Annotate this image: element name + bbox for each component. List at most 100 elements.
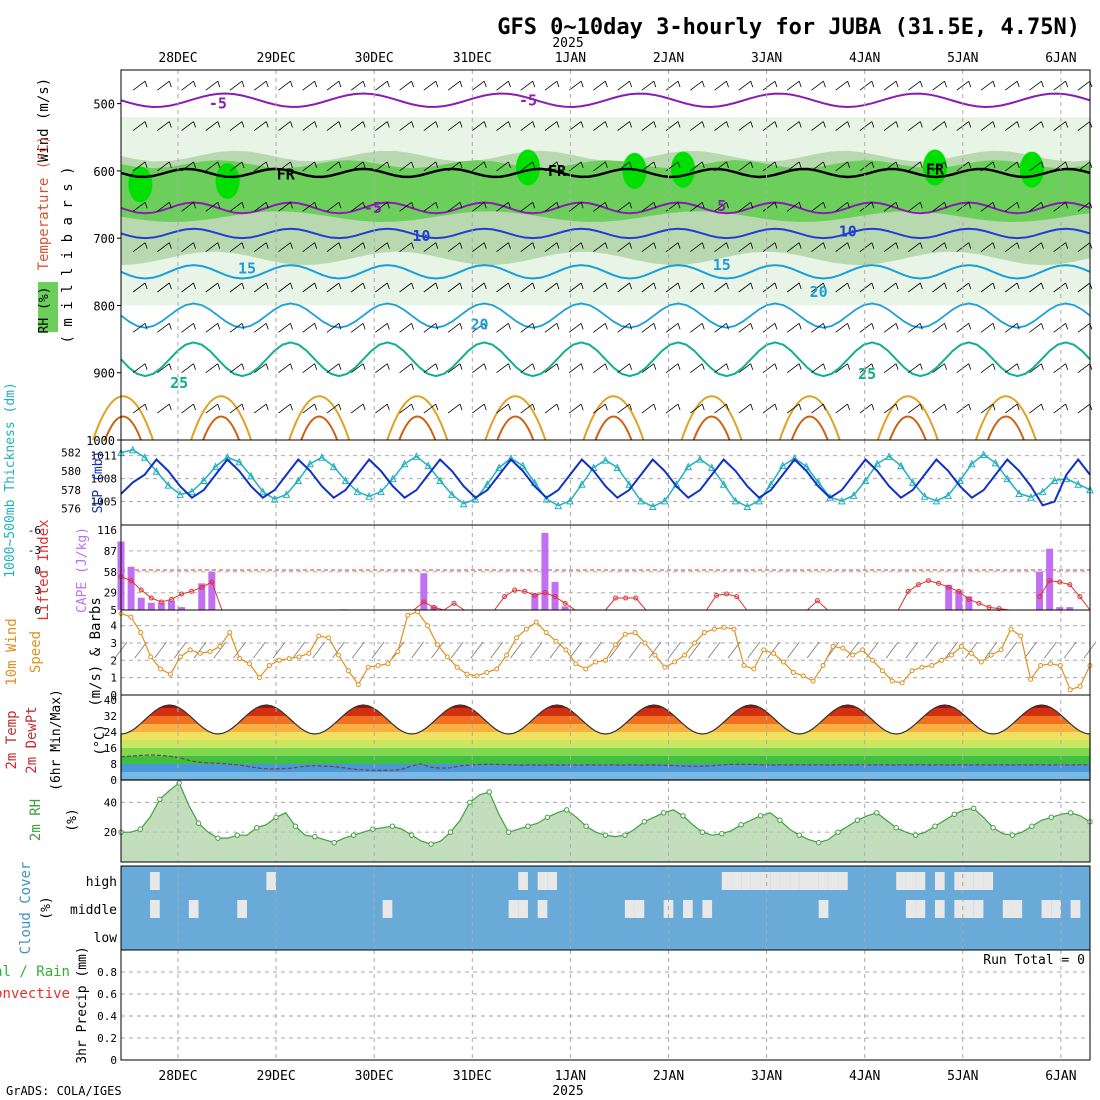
cape-bar xyxy=(1046,548,1054,610)
wind-barb xyxy=(859,80,873,91)
wind-legend: Wind (m/s) xyxy=(36,78,52,162)
wind-barb xyxy=(714,323,727,333)
wind-speed-point xyxy=(840,645,846,651)
wind-barb-flag xyxy=(338,403,342,411)
chart-panels: 28DEC 28DEC 29DEC 29DEC 30DEC 30DEC 31DEC 31DEC… xyxy=(0,51,1097,1084)
cape-bar xyxy=(955,590,963,610)
wind-axis-label: 10m Wind xyxy=(4,618,20,685)
wind-speed-point xyxy=(474,673,480,679)
wind-barb-flag xyxy=(629,81,632,88)
wind-barb-flag xyxy=(290,282,293,290)
wind-barb-flag xyxy=(677,161,681,169)
day-label-bottom: 1JAN xyxy=(555,1069,586,1084)
wind-barb-flag xyxy=(580,81,584,88)
wind-barb-flag xyxy=(168,161,172,169)
wind-barb-flag xyxy=(338,161,342,169)
wind-barb xyxy=(326,80,340,91)
thickness-point xyxy=(778,461,787,470)
thickness-point xyxy=(660,496,669,505)
wind-barb xyxy=(1029,121,1042,131)
rh-point xyxy=(1048,814,1054,820)
isotherm-35-cell xyxy=(594,415,633,441)
lifted-index-point xyxy=(189,588,195,594)
rh-frame xyxy=(120,779,1091,863)
thickness-point xyxy=(637,496,645,505)
cape-bar xyxy=(430,606,438,610)
wind-speed-point xyxy=(543,630,549,636)
wind-barb xyxy=(1053,363,1066,374)
wind-barb-flag xyxy=(532,282,536,290)
wind-speed-point xyxy=(434,642,440,648)
wind-barb xyxy=(375,323,388,333)
lifted-index-point xyxy=(714,592,720,598)
cape-bar xyxy=(178,607,186,610)
wind-barb-flag xyxy=(532,81,536,88)
wind-barb xyxy=(326,201,340,212)
wind-barb-flag xyxy=(1016,161,1020,169)
thickness-point xyxy=(979,450,988,458)
wind-barb-flag xyxy=(314,161,318,169)
pressure-tick: 900 xyxy=(93,367,115,381)
lifted-index-point xyxy=(1077,594,1083,600)
wind-speed-point xyxy=(780,659,786,665)
wind-barb xyxy=(278,323,291,333)
wind-barb-flag xyxy=(580,121,584,128)
isotherm-30-cell xyxy=(484,395,547,441)
wind-barb-flag xyxy=(629,363,632,370)
wind-barb-flag xyxy=(605,202,608,209)
li-tick: -3 xyxy=(28,544,41,557)
credit-label: GrADS: COLA/IGES xyxy=(6,1084,122,1098)
wind-barb xyxy=(714,403,727,414)
rh-point xyxy=(583,823,589,829)
wind-barb xyxy=(568,80,582,91)
wind-barb-flag xyxy=(265,202,269,209)
rh-point xyxy=(1029,823,1035,829)
wind-barb xyxy=(980,121,994,131)
slp-axis-label: SLP (mb) xyxy=(91,451,106,514)
rh-point xyxy=(292,823,299,829)
wind-barb-flag xyxy=(168,403,172,411)
wind-speed-point xyxy=(1038,663,1044,669)
thickness-point xyxy=(388,474,397,483)
rh-legend: RH (%) xyxy=(37,287,52,334)
pressure-tick: 800 xyxy=(93,299,115,313)
wind-barb xyxy=(883,323,897,333)
precip-tick: 0.2 xyxy=(97,1032,117,1045)
wind-barb-flag xyxy=(1065,242,1069,249)
cape-bar xyxy=(127,566,135,610)
lifted-index-point xyxy=(421,599,427,605)
wind-barb xyxy=(399,323,412,333)
thickness-point xyxy=(1050,476,1059,484)
wind-barb xyxy=(132,242,146,252)
wind-speed-point xyxy=(573,661,579,667)
chart-title: GFS 0~10day 3-hourly for JUBA (31.5E, 4.… xyxy=(497,15,1080,40)
wind-barb-flag xyxy=(362,282,366,290)
wind-barb-flag xyxy=(992,363,996,370)
rh-point xyxy=(409,832,415,838)
wind-barb-flag xyxy=(168,121,172,128)
wind-barb xyxy=(1029,403,1042,414)
wind-barb-flag xyxy=(895,161,899,169)
thickness-point xyxy=(849,491,858,499)
wind-speed-point xyxy=(968,650,974,656)
wind-barb xyxy=(786,363,800,374)
wind-barb-flag xyxy=(217,81,221,88)
rh-point xyxy=(544,814,551,820)
cloud-gap-mid xyxy=(818,900,829,918)
cloud-gap-mid xyxy=(188,900,199,918)
wind-barb xyxy=(617,121,630,131)
wind-barb-flag xyxy=(362,403,366,411)
wind-barb-flag xyxy=(968,121,972,128)
wind-barb-flag xyxy=(944,363,947,370)
wind-barb-flag xyxy=(774,242,778,249)
wind-speed-point xyxy=(494,666,500,672)
wind-barb xyxy=(1077,323,1091,333)
wind-barb xyxy=(375,80,388,91)
wind-barb-flag xyxy=(847,323,851,330)
contour-label: 15 xyxy=(238,259,256,277)
wind-speed-point xyxy=(988,652,994,658)
wind-barb-flag xyxy=(919,121,923,128)
wind-barb-flag xyxy=(386,81,390,88)
wind-barb-flag xyxy=(217,403,221,411)
wind-barb xyxy=(326,242,340,252)
